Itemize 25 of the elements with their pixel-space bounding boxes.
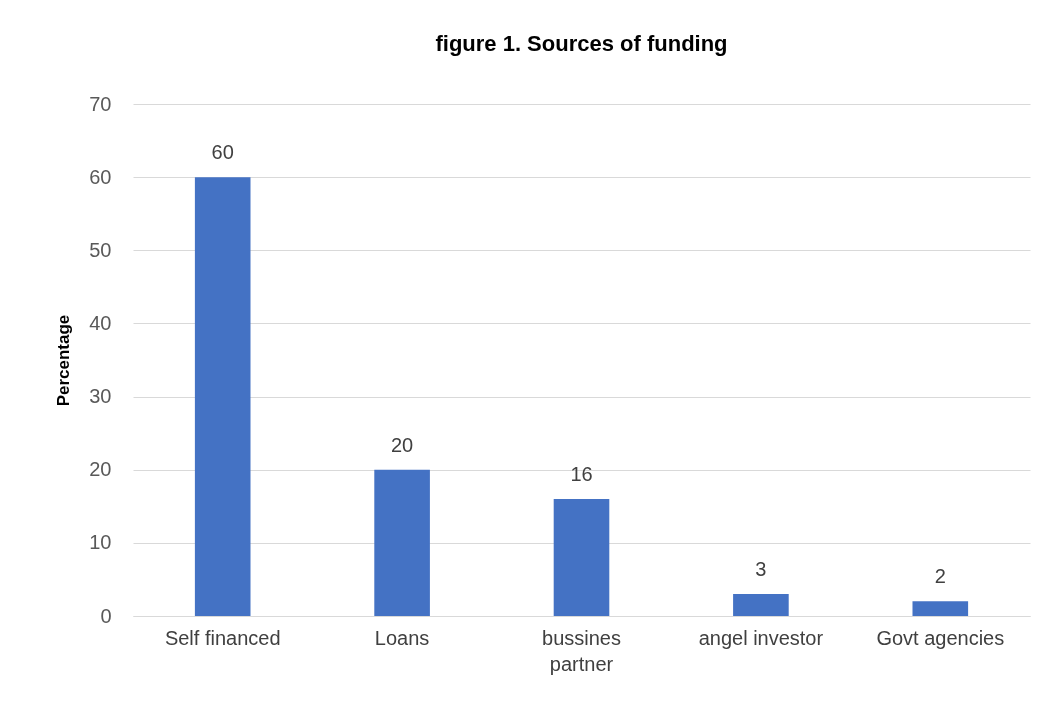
bar: [194, 177, 251, 616]
bar: [553, 498, 610, 616]
y-axis-title: Percentage: [54, 314, 74, 407]
y-tick-label: 60: [89, 165, 112, 188]
y-tick-label: 30: [89, 385, 112, 408]
data-label: 60: [211, 141, 234, 164]
chart-title: figure 1. Sources of funding: [435, 31, 728, 56]
data-label: 3: [755, 558, 767, 581]
y-tick-label: 40: [89, 311, 112, 334]
x-tick-label: angel investor: [698, 626, 824, 649]
x-tick-label: Loans: [374, 626, 430, 649]
x-tick-label: Govt agencies: [876, 626, 1005, 649]
x-tick-label: Self financed: [164, 626, 281, 649]
y-tick-label: 0: [100, 604, 112, 627]
x-tick-label: bussines partner: [542, 626, 621, 675]
y-tick-label: 20: [89, 458, 112, 481]
data-label: 2: [934, 565, 946, 588]
y-tick-label: 50: [89, 238, 112, 261]
data-label: 20: [390, 433, 414, 456]
data-label: 16: [570, 462, 593, 485]
y-tick-label: 70: [89, 92, 112, 115]
bar: [912, 601, 969, 616]
y-tick-label: 10: [89, 531, 112, 554]
bar: [733, 594, 789, 616]
bar: [374, 469, 430, 616]
